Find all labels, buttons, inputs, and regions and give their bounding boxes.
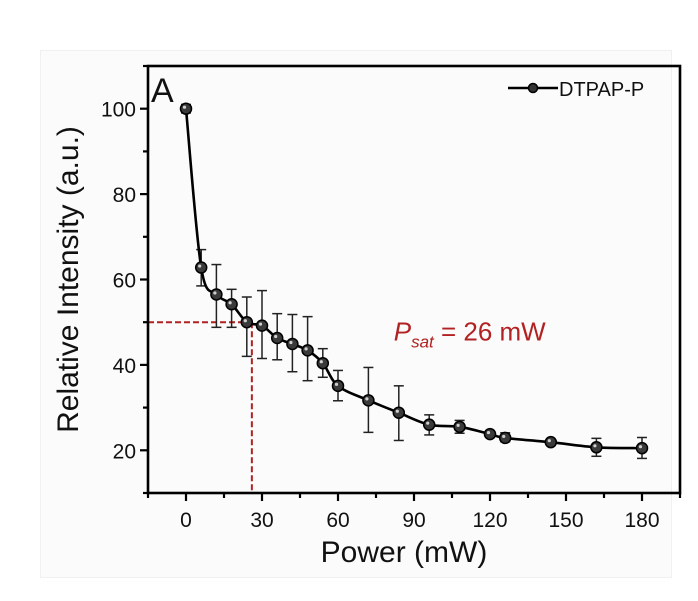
y-tick-label: 80: [113, 184, 136, 207]
data-point: [544, 435, 558, 449]
psat-value: = 26 mW: [434, 316, 546, 346]
psat-annotation: Psat = 26 mW: [394, 316, 546, 351]
x-tick-label: 180: [624, 509, 659, 532]
x-tick-label: 0: [180, 509, 192, 532]
data-point-highlight: [228, 301, 232, 305]
data-point: [331, 379, 345, 393]
x-axis-ticks: 0 30 60 90 120 150 180: [146, 493, 682, 532]
data-point: [286, 337, 299, 351]
data-point-highlight: [304, 347, 308, 351]
data-point-highlight: [547, 439, 551, 443]
psat-reference-lines: [148, 321, 253, 493]
data-point-highlight: [334, 382, 339, 386]
data-point: [240, 315, 254, 329]
data-point-highlight: [243, 319, 247, 323]
data-point-highlight: [426, 421, 430, 425]
data-point-highlight: [502, 434, 506, 439]
y-axis-title: Relative Intensity (a.u.): [52, 126, 85, 433]
series-line-dtpap-p: [184, 108, 643, 450]
data-point-highlight: [456, 423, 460, 427]
legend-marker-swatch: [527, 82, 539, 94]
data-point: [316, 356, 330, 370]
legend: DTPAP-P: [508, 79, 644, 101]
legend-label-dtpap-p: DTPAP-P: [559, 79, 644, 101]
data-point-highlight: [593, 444, 597, 448]
data-point: [225, 298, 238, 311]
series-markers: [179, 102, 649, 455]
data-point-highlight: [289, 340, 293, 345]
x-tick-label: 30: [250, 509, 273, 532]
data-point-highlight: [198, 264, 202, 268]
data-point-highlight: [213, 291, 217, 295]
y-tick-label: 20: [113, 440, 136, 463]
data-point: [422, 418, 436, 431]
data-point: [362, 394, 375, 407]
data-point: [179, 102, 193, 115]
y-tick-label: 100: [101, 99, 136, 122]
data-point: [301, 344, 314, 357]
y-tick-label: 60: [113, 270, 136, 293]
y-axis-ticks: 20 40 60 80 100: [101, 64, 148, 495]
data-point-highlight: [258, 322, 263, 326]
y-tick-label: 40: [113, 355, 136, 378]
data-point: [194, 261, 208, 274]
data-point: [635, 441, 649, 455]
psat-symbol: P: [394, 316, 412, 346]
data-point: [210, 288, 223, 301]
data-point-highlight: [638, 445, 643, 449]
data-point-highlight: [365, 397, 369, 401]
data-point: [392, 406, 406, 419]
data-point: [453, 420, 466, 434]
data-point-highlight: [395, 409, 399, 413]
x-tick-label: 90: [402, 509, 425, 532]
data-point-highlight: [182, 105, 187, 109]
data-point: [590, 441, 603, 454]
psat-subscript: sat: [411, 332, 435, 351]
data-point: [498, 431, 512, 445]
x-tick-label: 150: [548, 509, 583, 532]
x-axis-title: Power (mW): [321, 536, 488, 569]
data-point: [255, 319, 269, 332]
data-point-highlight: [486, 430, 491, 435]
figure-panel: [40, 50, 672, 578]
x-tick-label: 120: [472, 509, 507, 532]
x-tick-label: 60: [326, 509, 349, 532]
data-point-highlight: [274, 334, 278, 339]
panel-label: A: [151, 72, 174, 110]
data-point: [483, 427, 497, 441]
data-point: [270, 331, 284, 345]
data-point-highlight: [319, 360, 323, 364]
plot-frame: [146, 64, 682, 495]
